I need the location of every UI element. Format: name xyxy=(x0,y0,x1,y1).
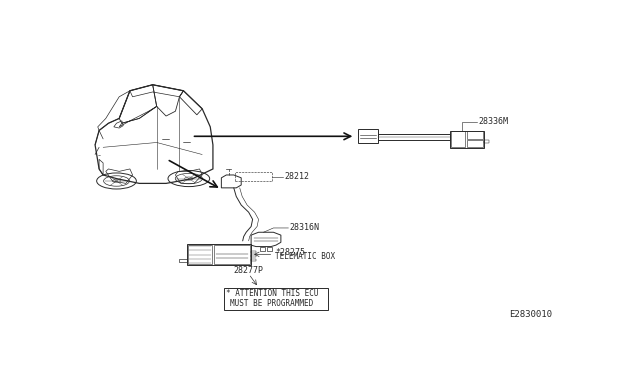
Bar xyxy=(484,140,489,143)
Bar xyxy=(187,244,251,265)
Text: 28336M: 28336M xyxy=(478,118,508,126)
Text: TELEMATIC BOX: TELEMATIC BOX xyxy=(275,252,335,261)
Text: E2830010: E2830010 xyxy=(509,310,552,319)
Text: 28277P: 28277P xyxy=(234,266,264,275)
Bar xyxy=(358,129,378,144)
Text: MUST BE PROGRAMMED: MUST BE PROGRAMMED xyxy=(230,299,313,308)
Bar xyxy=(378,134,449,140)
Bar xyxy=(251,259,256,261)
Bar xyxy=(224,288,328,310)
Bar xyxy=(451,131,465,147)
Text: 28316N: 28316N xyxy=(290,224,320,232)
Text: *28275: *28275 xyxy=(275,248,305,257)
Bar xyxy=(251,254,256,257)
Bar xyxy=(467,140,483,147)
Bar xyxy=(449,131,484,148)
Text: * ATTENTION THIS ECU: * ATTENTION THIS ECU xyxy=(227,289,319,298)
Text: 28212: 28212 xyxy=(285,172,310,181)
Bar xyxy=(214,244,250,264)
Bar xyxy=(467,131,483,139)
Bar xyxy=(188,244,212,264)
Bar xyxy=(251,251,256,253)
